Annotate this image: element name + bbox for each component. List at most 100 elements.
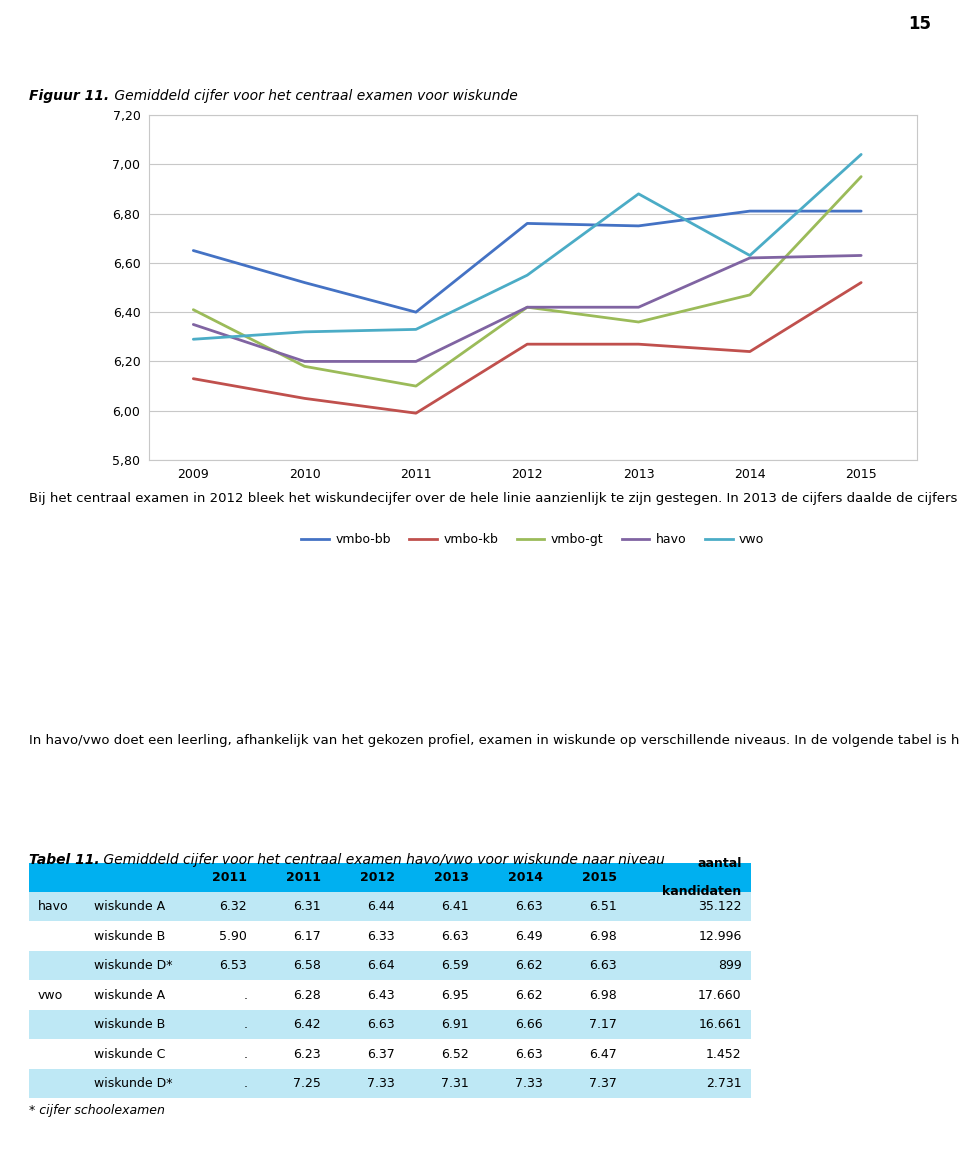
- Text: 7.33: 7.33: [516, 1078, 543, 1090]
- Text: wiskunde A: wiskunde A: [94, 989, 165, 1002]
- FancyBboxPatch shape: [552, 921, 626, 951]
- Text: 2013: 2013: [434, 871, 469, 883]
- Text: 7.25: 7.25: [294, 1078, 322, 1090]
- Text: 6.41: 6.41: [442, 900, 469, 913]
- FancyBboxPatch shape: [330, 892, 404, 921]
- Text: 2012: 2012: [360, 871, 396, 883]
- FancyBboxPatch shape: [84, 951, 182, 980]
- Text: 6.62: 6.62: [516, 989, 543, 1002]
- FancyBboxPatch shape: [552, 1010, 626, 1040]
- FancyBboxPatch shape: [256, 951, 330, 980]
- Text: 6.44: 6.44: [368, 900, 396, 913]
- FancyBboxPatch shape: [182, 980, 256, 1010]
- Text: 6.52: 6.52: [442, 1048, 469, 1060]
- Text: wiskunde B: wiskunde B: [94, 929, 165, 943]
- Text: 6.37: 6.37: [368, 1048, 396, 1060]
- Legend: vmbo-bb, vmbo-kb, vmbo-gt, havo, vwo: vmbo-bb, vmbo-kb, vmbo-gt, havo, vwo: [297, 528, 769, 551]
- FancyBboxPatch shape: [256, 892, 330, 921]
- Text: 6.17: 6.17: [294, 929, 322, 943]
- Text: In havo/vwo doet een leerling, afhankelijk van het gekozen profiel, examen in wi: In havo/vwo doet een leerling, afhankeli…: [29, 734, 960, 746]
- FancyBboxPatch shape: [626, 1068, 751, 1098]
- Text: 35.122: 35.122: [698, 900, 742, 913]
- Text: 12.996: 12.996: [698, 929, 742, 943]
- FancyBboxPatch shape: [182, 1040, 256, 1068]
- Text: 6.47: 6.47: [589, 1048, 617, 1060]
- FancyBboxPatch shape: [84, 862, 182, 892]
- Text: .: .: [243, 1018, 247, 1032]
- Text: 7.37: 7.37: [589, 1078, 617, 1090]
- FancyBboxPatch shape: [626, 1040, 751, 1068]
- Text: 6.33: 6.33: [368, 929, 396, 943]
- FancyBboxPatch shape: [626, 980, 751, 1010]
- Text: 6.66: 6.66: [516, 1018, 543, 1032]
- Text: 6.23: 6.23: [294, 1048, 322, 1060]
- FancyBboxPatch shape: [330, 951, 404, 980]
- Text: vwo: vwo: [37, 989, 63, 1002]
- Text: 6.95: 6.95: [442, 989, 469, 1002]
- FancyBboxPatch shape: [404, 892, 478, 921]
- FancyBboxPatch shape: [256, 921, 330, 951]
- FancyBboxPatch shape: [478, 1040, 552, 1068]
- FancyBboxPatch shape: [29, 1010, 84, 1040]
- FancyBboxPatch shape: [84, 980, 182, 1010]
- Text: 6.28: 6.28: [294, 989, 322, 1002]
- FancyBboxPatch shape: [478, 892, 552, 921]
- FancyBboxPatch shape: [478, 862, 552, 892]
- Text: 6.63: 6.63: [589, 959, 617, 972]
- Text: Gemiddeld cijfer voor het centraal examen voor wiskunde: Gemiddeld cijfer voor het centraal exame…: [110, 89, 518, 102]
- Text: 2011: 2011: [286, 871, 322, 883]
- Text: 7.33: 7.33: [368, 1078, 396, 1090]
- Text: 6.58: 6.58: [294, 959, 322, 972]
- Text: 2.731: 2.731: [706, 1078, 742, 1090]
- Text: 6.49: 6.49: [516, 929, 543, 943]
- FancyBboxPatch shape: [330, 921, 404, 951]
- FancyBboxPatch shape: [552, 1068, 626, 1098]
- FancyBboxPatch shape: [626, 862, 751, 892]
- Text: 7.17: 7.17: [589, 1018, 617, 1032]
- FancyBboxPatch shape: [182, 892, 256, 921]
- FancyBboxPatch shape: [626, 951, 751, 980]
- FancyBboxPatch shape: [330, 1010, 404, 1040]
- FancyBboxPatch shape: [84, 1010, 182, 1040]
- FancyBboxPatch shape: [330, 980, 404, 1010]
- FancyBboxPatch shape: [330, 1040, 404, 1068]
- Text: 6.63: 6.63: [516, 1048, 543, 1060]
- FancyBboxPatch shape: [182, 862, 256, 892]
- FancyBboxPatch shape: [404, 980, 478, 1010]
- FancyBboxPatch shape: [29, 980, 84, 1010]
- FancyBboxPatch shape: [552, 980, 626, 1010]
- Text: 6.62: 6.62: [516, 959, 543, 972]
- FancyBboxPatch shape: [29, 921, 84, 951]
- Text: * cijfer schoolexamen: * cijfer schoolexamen: [29, 1104, 165, 1117]
- Text: 6.63: 6.63: [442, 929, 469, 943]
- Text: kandidaten: kandidaten: [662, 884, 742, 898]
- FancyBboxPatch shape: [404, 951, 478, 980]
- Text: 6.32: 6.32: [220, 900, 247, 913]
- FancyBboxPatch shape: [256, 1068, 330, 1098]
- Text: wiskunde D*: wiskunde D*: [94, 959, 172, 972]
- FancyBboxPatch shape: [256, 862, 330, 892]
- Text: 16.661: 16.661: [698, 1018, 742, 1032]
- Text: 2011: 2011: [212, 871, 247, 883]
- FancyBboxPatch shape: [84, 1040, 182, 1068]
- FancyBboxPatch shape: [478, 921, 552, 951]
- Text: wiskunde B: wiskunde B: [94, 1018, 165, 1032]
- FancyBboxPatch shape: [626, 892, 751, 921]
- Text: 6.31: 6.31: [294, 900, 322, 913]
- Text: wiskunde C: wiskunde C: [94, 1048, 165, 1060]
- Text: havo: havo: [37, 900, 68, 913]
- FancyBboxPatch shape: [478, 980, 552, 1010]
- FancyBboxPatch shape: [404, 1040, 478, 1068]
- Text: 5.90: 5.90: [219, 929, 247, 943]
- FancyBboxPatch shape: [182, 951, 256, 980]
- Text: 6.64: 6.64: [368, 959, 396, 972]
- FancyBboxPatch shape: [182, 921, 256, 951]
- FancyBboxPatch shape: [29, 1040, 84, 1068]
- FancyBboxPatch shape: [404, 862, 478, 892]
- Text: 6.63: 6.63: [516, 900, 543, 913]
- FancyBboxPatch shape: [182, 1010, 256, 1040]
- FancyBboxPatch shape: [404, 1068, 478, 1098]
- Text: 6.91: 6.91: [442, 1018, 469, 1032]
- Text: 2014: 2014: [508, 871, 543, 883]
- FancyBboxPatch shape: [84, 1068, 182, 1098]
